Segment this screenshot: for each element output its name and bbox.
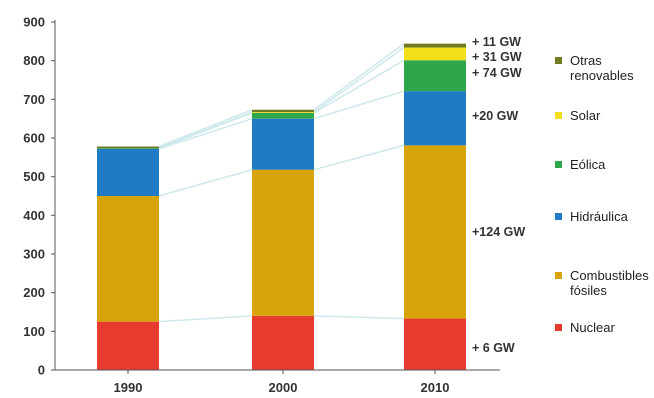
- legend-label-2-0: Eólica: [570, 157, 606, 172]
- axes-group: 0 100 200 300 400 500 600 700 800 900 1990 2000 2010: [23, 15, 500, 395]
- legend-label-4-1: fósiles: [570, 283, 607, 298]
- y-tick-label-100: 100: [23, 324, 45, 339]
- legend-swatch-5: [555, 324, 562, 331]
- legend-swatch-0: [555, 57, 562, 64]
- connector-line-0-0: [158, 315, 253, 323]
- bar-segment-2010-hidráulica: [404, 91, 466, 146]
- legend-swatch-2: [555, 161, 562, 168]
- legend-label-0-1: renovables: [570, 68, 634, 83]
- y-tick-label-0: 0: [38, 363, 45, 378]
- connector-line-0-1: [158, 168, 253, 197]
- y-tick-label-600: 600: [23, 131, 45, 146]
- connector-lines: [158, 43, 405, 323]
- legend-label-0-0: Otras: [570, 53, 602, 68]
- bar-segment-2010-otras-renovables: [404, 43, 466, 48]
- connector-line-1-5: [313, 43, 405, 111]
- y-tick-label-400: 400: [23, 208, 45, 223]
- annotation-nuclear: + 6 GW: [472, 341, 515, 355]
- annotation-solar: + 31 GW: [472, 50, 522, 64]
- y-tick-label-200: 200: [23, 285, 45, 300]
- connector-line-1-1: [313, 144, 405, 171]
- bar-segment-2000-hidráulica: [252, 118, 314, 170]
- connector-line-1-2: [313, 90, 405, 120]
- legend-label-5-0: Nuclear: [570, 320, 615, 335]
- connector-line-1-4: [313, 46, 405, 113]
- annotation-otras-renovables: + 11 GW: [472, 35, 521, 49]
- legend-label-1-0: Solar: [570, 108, 601, 123]
- y-tick-label-800: 800: [23, 53, 45, 68]
- bars-group: [97, 43, 466, 370]
- annotations-group: + 11 GW+ 31 GW + 74 GW +20 GW +124 GW + 6 GW: [472, 35, 525, 355]
- legend-swatch-3: [555, 213, 562, 220]
- legend-swatch-4: [555, 272, 562, 279]
- y-tick-label-900: 900: [23, 15, 45, 30]
- bar-segment-2000-combustibles-fósiles: [252, 169, 314, 316]
- legend-label-4-0: Combustibles: [570, 268, 649, 283]
- legend-swatch-1: [555, 112, 562, 119]
- connector-line-0-5: [158, 109, 253, 148]
- connector-line-0-4: [158, 111, 253, 149]
- bar-segment-1990-combustibles-fósiles: [97, 196, 159, 322]
- bar-segment-2010-eólica: [404, 60, 466, 92]
- connector-line-0-2: [158, 117, 253, 150]
- bar-segment-2000-solar: [252, 112, 314, 113]
- bar-segment-1990-hidráulica: [97, 148, 159, 196]
- bar-segment-1990-otras-renovables: [97, 146, 159, 149]
- bar-segment-1990-nuclear: [97, 321, 159, 370]
- bar-segment-2000-eólica: [252, 112, 314, 119]
- bar-segment-1990-eólica: [97, 148, 159, 149]
- legend-label-3-0: Hidráulica: [570, 209, 629, 224]
- annotation-combustibles-fósiles: +124 GW: [472, 225, 525, 239]
- bar-segment-2000-otras-renovables: [252, 109, 314, 113]
- x-tick-label-2010: 2010: [421, 380, 450, 395]
- annotation-hidráulica: +20 GW: [472, 109, 518, 123]
- bar-segment-2010-solar: [404, 47, 466, 61]
- annotation-eólica: + 74 GW: [472, 66, 522, 80]
- bar-segment-2000-nuclear: [252, 315, 314, 370]
- y-tick-label-300: 300: [23, 247, 45, 262]
- bar-segment-2010-combustibles-fósiles: [404, 145, 466, 319]
- y-tick-label-500: 500: [23, 169, 45, 184]
- x-tick-label-2000: 2000: [269, 380, 298, 395]
- connector-line-1-0: [313, 315, 405, 320]
- connector-line-1-3: [313, 59, 405, 114]
- x-tick-label-1990: 1990: [114, 380, 143, 395]
- bar-segment-2010-nuclear: [404, 318, 466, 370]
- y-tick-label-700: 700: [23, 92, 45, 107]
